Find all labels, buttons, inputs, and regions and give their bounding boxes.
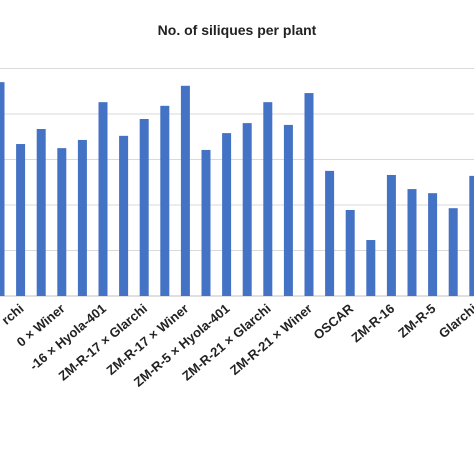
bar xyxy=(448,208,458,296)
bar xyxy=(180,85,190,296)
x-tick-label: ZM-R-16 xyxy=(348,301,397,345)
x-tick-label: ZM-R-5 xyxy=(395,301,438,341)
bar xyxy=(201,149,211,296)
bar xyxy=(0,82,5,297)
bar xyxy=(407,189,417,296)
x-tick-label: Glarchi xyxy=(436,301,474,341)
bar xyxy=(386,174,396,296)
bar xyxy=(160,105,170,296)
chart-title: No. of siliques per plant xyxy=(158,22,317,38)
bar xyxy=(119,135,129,296)
bar xyxy=(366,240,376,296)
bar xyxy=(36,129,46,296)
bar xyxy=(428,193,438,296)
bar xyxy=(139,119,149,296)
bar xyxy=(57,148,67,296)
x-tick-label: rchi xyxy=(0,301,27,328)
bar xyxy=(325,170,335,296)
bar xyxy=(283,124,293,296)
bar xyxy=(345,210,355,296)
bar xyxy=(77,139,87,296)
bar xyxy=(304,93,314,296)
bar xyxy=(98,102,108,296)
bar xyxy=(222,133,232,296)
bar xyxy=(469,175,474,296)
bar xyxy=(242,123,252,296)
bar xyxy=(263,102,273,296)
bar xyxy=(16,144,26,296)
